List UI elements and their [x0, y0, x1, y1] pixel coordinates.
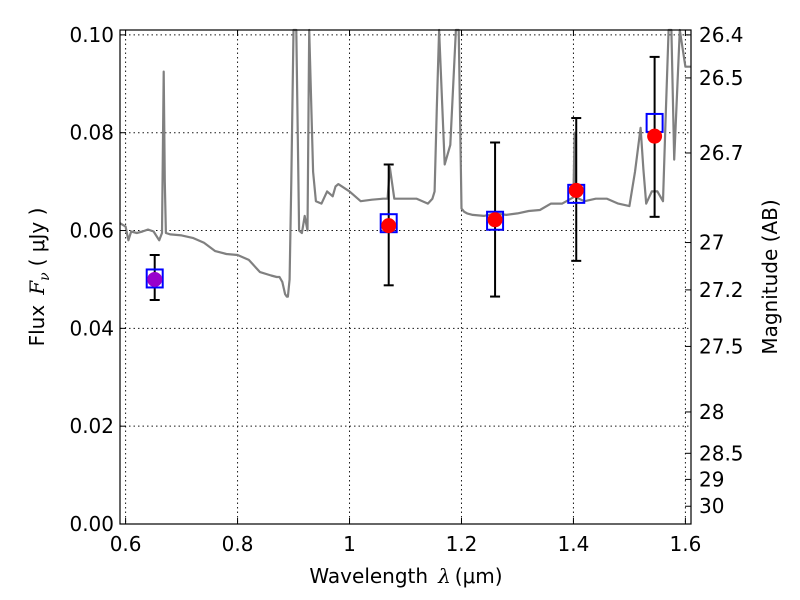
- mag-tick-label: 28: [699, 400, 724, 424]
- y-tick-label: 0.02: [69, 414, 114, 438]
- mag-tick-label: 26.4: [699, 23, 744, 47]
- x-tick-label: 1.2: [446, 532, 478, 556]
- mag-tick-label: 27.5: [699, 334, 744, 358]
- model-photometry-square: [486, 210, 505, 231]
- y-tick-label: 0.00: [69, 512, 114, 536]
- plot-frame: [119, 29, 692, 525]
- y-tick-label: 0.10: [69, 23, 114, 47]
- model-photometry-square: [145, 268, 164, 289]
- mag-tick-label: 27.2: [699, 278, 744, 302]
- observed-data-point: [647, 128, 663, 144]
- model-spectrum-layer: [119, 28, 691, 298]
- y-axis-label: FluxFν( μJy ): [25, 208, 53, 347]
- mag-tick-label: 28.5: [699, 441, 744, 465]
- data-points-layer: [145, 55, 664, 301]
- x-tick-label: 1.6: [669, 532, 701, 556]
- y-tick-label: 0.06: [69, 219, 114, 243]
- x-axis-label: Wavelength λ (μm): [309, 564, 502, 588]
- x-tick-label: 0.8: [222, 532, 254, 556]
- grid: [120, 30, 691, 525]
- x-tick-label: 0.6: [110, 532, 142, 556]
- x-tick-label: 1: [343, 532, 356, 556]
- model-spectrum-line: [119, 28, 691, 298]
- mag-tick-label: 26.5: [699, 66, 744, 90]
- y2-axis-label: Magnitude (AB): [758, 199, 782, 354]
- mag-tick-label: 29: [699, 467, 724, 491]
- observed-data-point: [147, 271, 163, 287]
- y-tick-label: 0.04: [69, 316, 114, 340]
- y-tick-label: 0.08: [69, 121, 114, 145]
- observed-data-point: [568, 182, 584, 198]
- ticks-layer: 0.6 0.8 1 1.2 1.4 1.6 0.00 0.02 0.04 0.06 0.08 0.10…: [69, 23, 743, 556]
- x-tick-label: 1.4: [558, 532, 590, 556]
- mag-tick-label: 26.7: [699, 141, 744, 165]
- mag-tick-label: 30: [699, 494, 724, 518]
- mag-tick-label: 27: [699, 231, 724, 255]
- observed-data-point: [381, 218, 397, 234]
- observed-data-point: [487, 212, 503, 228]
